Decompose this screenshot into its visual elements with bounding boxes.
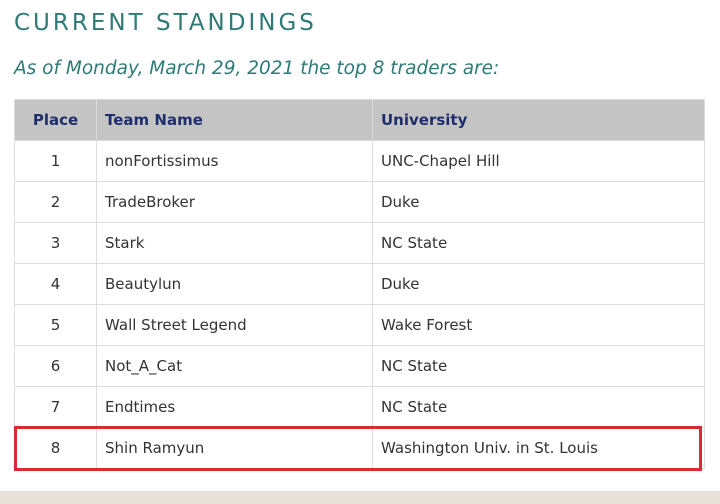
- table-row: 3 Stark NC State: [14, 222, 705, 264]
- university-cell: NC State: [372, 345, 705, 387]
- team-name-cell: Shin Ramyun: [96, 427, 373, 469]
- column-header-team-name: Team Name: [96, 99, 373, 141]
- column-header-place: Place: [14, 99, 97, 141]
- table-row: 6 Not_A_Cat NC State: [14, 345, 705, 387]
- university-cell: UNC-Chapel Hill: [372, 140, 705, 182]
- university-cell: Wake Forest: [372, 304, 705, 346]
- team-name-cell: Stark: [96, 222, 373, 264]
- team-name-cell: Wall Street Legend: [96, 304, 373, 346]
- place-cell: 7: [14, 386, 97, 428]
- university-cell: Duke: [372, 181, 705, 223]
- footer-band: [0, 491, 720, 504]
- place-cell: 3: [14, 222, 97, 264]
- university-cell: NC State: [372, 222, 705, 264]
- place-cell: 6: [14, 345, 97, 387]
- table-row: 4 Beautylun Duke: [14, 263, 705, 305]
- team-name-cell: Endtimes: [96, 386, 373, 428]
- table-row: 2 TradeBroker Duke: [14, 181, 705, 223]
- place-cell: 1: [14, 140, 97, 182]
- table-row: 5 Wall Street Legend Wake Forest: [14, 304, 705, 346]
- table-header-row: Place Team Name University: [14, 99, 705, 141]
- table-row-highlighted: 8 Shin Ramyun Washington Univ. in St. Lo…: [14, 427, 705, 469]
- place-cell: 5: [14, 304, 97, 346]
- table-row: 7 Endtimes NC State: [14, 386, 705, 428]
- page-subtitle: As of Monday, March 29, 2021 the top 8 t…: [14, 58, 500, 79]
- team-name-cell: Beautylun: [96, 263, 373, 305]
- university-cell: Washington Univ. in St. Louis: [372, 427, 705, 469]
- university-cell: NC State: [372, 386, 705, 428]
- standings-table: Place Team Name University 1 nonFortissi…: [14, 99, 705, 469]
- page-title: CURRENT STANDINGS: [14, 10, 317, 36]
- place-cell: 8: [14, 427, 97, 469]
- team-name-cell: Not_A_Cat: [96, 345, 373, 387]
- table-row: 1 nonFortissimus UNC-Chapel Hill: [14, 140, 705, 182]
- column-header-university: University: [372, 99, 705, 141]
- team-name-cell: nonFortissimus: [96, 140, 373, 182]
- place-cell: 4: [14, 263, 97, 305]
- team-name-cell: TradeBroker: [96, 181, 373, 223]
- university-cell: Duke: [372, 263, 705, 305]
- place-cell: 2: [14, 181, 97, 223]
